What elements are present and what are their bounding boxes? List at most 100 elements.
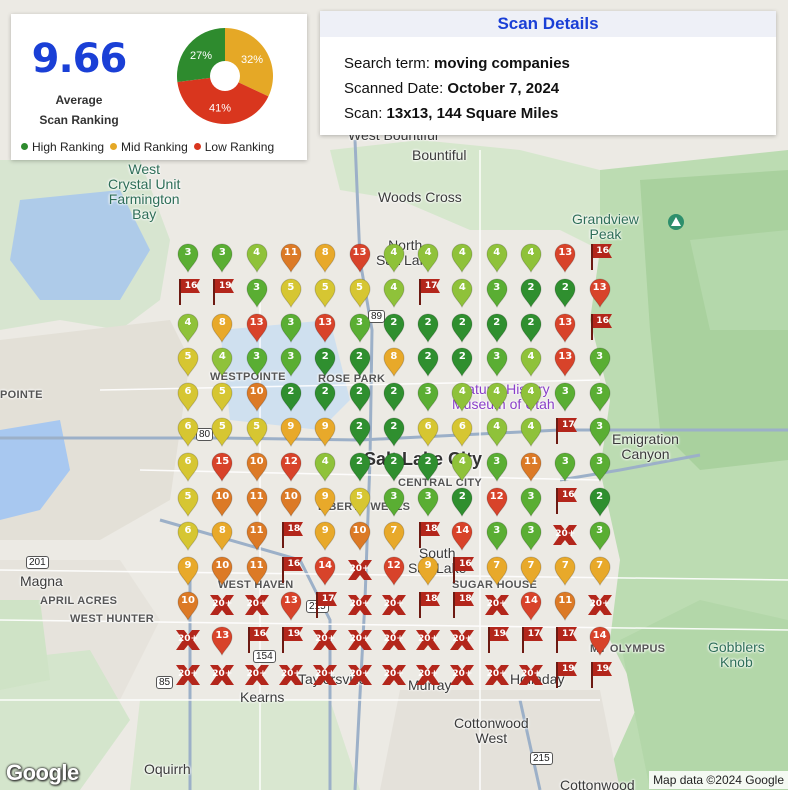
rank-pin-marker[interactable]: 2 — [450, 347, 474, 378]
rank-x-marker[interactable]: 20+ — [414, 663, 442, 687]
rank-pin-marker[interactable]: 2 — [382, 452, 406, 482]
rank-pin-marker[interactable]: 2 — [348, 382, 372, 413]
rank-x-marker[interactable]: 20+ — [311, 663, 339, 687]
rank-pin-marker[interactable]: 3 — [485, 521, 509, 552]
rank-pin-marker[interactable]: 2 — [553, 278, 577, 308]
rank-flag-marker[interactable]: 18 — [450, 591, 476, 619]
rank-pin-marker[interactable]: 2 — [279, 382, 303, 413]
rank-pin-marker[interactable]: 7 — [382, 521, 406, 552]
rank-x-marker[interactable]: 20+ — [586, 593, 614, 617]
rank-pin-marker[interactable]: 5 — [176, 347, 200, 378]
rank-pin-marker[interactable]: 3 — [279, 347, 303, 378]
rank-pin-marker[interactable]: 6 — [176, 521, 200, 552]
rank-flag-marker[interactable]: 17 — [416, 278, 442, 306]
rank-pin-marker[interactable]: 3 — [485, 278, 509, 308]
rank-flag-marker[interactable]: 19 — [279, 626, 305, 654]
rank-pin-marker[interactable]: 4 — [210, 347, 234, 378]
rank-pin-marker[interactable]: 3 — [245, 278, 269, 308]
rank-pin-marker[interactable]: 12 — [485, 487, 509, 517]
rank-pin-marker[interactable]: 4 — [382, 278, 406, 308]
rank-x-marker[interactable]: 20+ — [551, 523, 579, 547]
rank-pin-marker[interactable]: 9 — [313, 417, 337, 447]
rank-pin-marker[interactable]: 3 — [553, 452, 577, 482]
rank-pin-marker[interactable]: 4 — [519, 347, 543, 378]
rank-flag-marker[interactable]: 16 — [588, 243, 614, 271]
rank-pin-marker[interactable]: 2 — [382, 313, 406, 343]
rank-flag-marker[interactable]: 16 — [588, 313, 614, 341]
rank-pin-marker[interactable]: 4 — [176, 313, 200, 343]
rank-pin-marker[interactable]: 11 — [519, 452, 543, 482]
rank-pin-marker[interactable]: 4 — [485, 417, 509, 447]
rank-pin-marker[interactable]: 4 — [519, 417, 543, 447]
rank-pin-marker[interactable]: 14 — [450, 521, 474, 552]
rank-pin-marker[interactable]: 2 — [313, 382, 337, 413]
rank-pin-marker[interactable]: 2 — [485, 313, 509, 343]
rank-pin-marker[interactable]: 9 — [279, 417, 303, 447]
rank-pin-marker[interactable]: 4 — [519, 243, 543, 273]
rank-pin-marker[interactable]: 8 — [210, 521, 234, 552]
rank-pin-marker[interactable]: 8 — [210, 313, 234, 343]
rank-pin-marker[interactable]: 4 — [450, 452, 474, 482]
rank-pin-marker[interactable]: 10 — [348, 521, 372, 552]
rank-flag-marker[interactable]: 19 — [210, 278, 236, 306]
rank-pin-marker[interactable]: 11 — [553, 591, 577, 621]
rank-pin-marker[interactable]: 4 — [313, 452, 337, 482]
rank-pin-marker[interactable]: 6 — [450, 417, 474, 447]
rank-flag-marker[interactable]: 18 — [279, 521, 305, 549]
rank-pin-marker[interactable]: 4 — [450, 243, 474, 273]
rank-pin-marker[interactable]: 10 — [210, 487, 234, 517]
rank-x-marker[interactable]: 20+ — [174, 628, 202, 652]
rank-pin-marker[interactable]: 3 — [485, 347, 509, 378]
rank-flag-marker[interactable]: 17 — [553, 626, 579, 654]
rank-x-marker[interactable]: 20+ — [311, 628, 339, 652]
rank-pin-marker[interactable]: 13 — [210, 626, 234, 656]
rank-pin-marker[interactable]: 13 — [553, 243, 577, 273]
rank-pin-marker[interactable]: 6 — [176, 452, 200, 482]
rank-flag-marker[interactable]: 17 — [553, 417, 579, 445]
rank-flag-marker[interactable]: 16 — [450, 556, 476, 584]
rank-pin-marker[interactable]: 10 — [245, 452, 269, 482]
rank-pin-marker[interactable]: 12 — [279, 452, 303, 482]
rank-pin-marker[interactable]: 4 — [416, 243, 440, 273]
rank-flag-marker[interactable]: 16 — [553, 487, 579, 515]
rank-x-marker[interactable]: 20+ — [346, 628, 374, 652]
rank-flag-marker[interactable]: 18 — [416, 521, 442, 549]
rank-pin-marker[interactable]: 4 — [450, 278, 474, 308]
rank-pin-marker[interactable]: 4 — [450, 382, 474, 413]
rank-pin-marker[interactable]: 4 — [245, 243, 269, 273]
rank-pin-marker[interactable]: 9 — [416, 556, 440, 587]
rank-pin-marker[interactable]: 11 — [279, 243, 303, 273]
rank-pin-marker[interactable]: 10 — [210, 556, 234, 587]
rank-pin-marker[interactable]: 8 — [313, 243, 337, 273]
rank-pin-marker[interactable]: 2 — [348, 417, 372, 447]
rank-pin-marker[interactable]: 2 — [519, 278, 543, 308]
rank-pin-marker[interactable]: 3 — [588, 382, 612, 413]
rank-pin-marker[interactable]: 2 — [519, 313, 543, 343]
rank-x-marker[interactable]: 20+ — [414, 628, 442, 652]
rank-pin-marker[interactable]: 3 — [210, 243, 234, 273]
rank-pin-marker[interactable]: 10 — [245, 382, 269, 413]
rank-pin-marker[interactable]: 2 — [416, 313, 440, 343]
rank-pin-marker[interactable]: 2 — [348, 452, 372, 482]
rank-pin-marker[interactable]: 2 — [348, 347, 372, 378]
rank-pin-marker[interactable]: 3 — [382, 487, 406, 517]
rank-pin-marker[interactable]: 5 — [210, 382, 234, 413]
rank-pin-marker[interactable]: 15 — [210, 452, 234, 482]
rank-pin-marker[interactable]: 3 — [588, 417, 612, 447]
rank-pin-marker[interactable]: 3 — [588, 521, 612, 552]
rank-pin-marker[interactable]: 13 — [348, 243, 372, 273]
rank-pin-marker[interactable]: 5 — [210, 417, 234, 447]
map-attribution[interactable]: Map data ©2024 Google — [649, 771, 788, 789]
rank-pin-marker[interactable]: 14 — [519, 591, 543, 621]
rank-pin-marker[interactable]: 5 — [348, 487, 372, 517]
rank-pin-marker[interactable]: 4 — [485, 382, 509, 413]
rank-pin-marker[interactable]: 7 — [485, 556, 509, 587]
rank-pin-marker[interactable]: 3 — [588, 347, 612, 378]
rank-pin-marker[interactable]: 13 — [553, 313, 577, 343]
rank-x-marker[interactable]: 20+ — [208, 593, 236, 617]
rank-pin-marker[interactable]: 7 — [588, 556, 612, 587]
rank-pin-marker[interactable]: 2 — [450, 487, 474, 517]
rank-flag-marker[interactable]: 16 — [176, 278, 202, 306]
rank-pin-marker[interactable]: 9 — [313, 521, 337, 552]
